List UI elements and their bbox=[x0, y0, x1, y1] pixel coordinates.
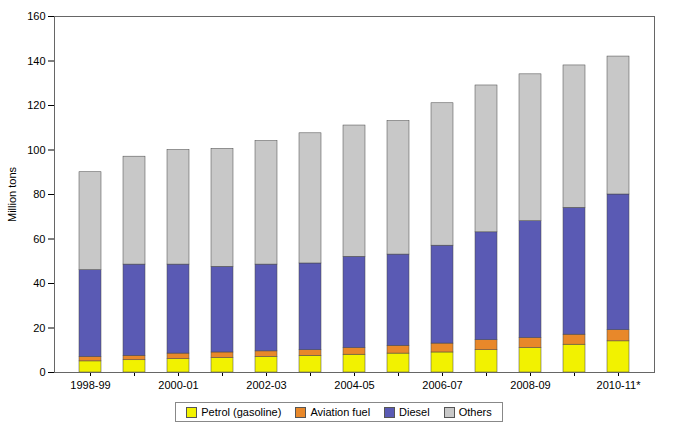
svg-text:Million tons: Million tons bbox=[6, 166, 18, 222]
svg-text:2004-05: 2004-05 bbox=[334, 379, 374, 391]
svg-text:40: 40 bbox=[33, 277, 45, 289]
svg-text:2000-01: 2000-01 bbox=[158, 379, 198, 391]
svg-text:140: 140 bbox=[27, 55, 45, 67]
svg-text:20: 20 bbox=[33, 322, 45, 334]
html-text:Diesel: Diesel bbox=[399, 406, 430, 418]
html-text:Others: Others bbox=[458, 406, 492, 418]
svg-text:160: 160 bbox=[27, 10, 45, 22]
svg-text:100: 100 bbox=[27, 144, 45, 156]
svg-text:60: 60 bbox=[33, 233, 45, 245]
svg-text:120: 120 bbox=[27, 99, 45, 111]
svg-text:80: 80 bbox=[33, 188, 45, 200]
svg-text:0: 0 bbox=[39, 366, 45, 378]
svg-text:1998-99: 1998-99 bbox=[70, 379, 110, 391]
html-text:Petrol (gasoline): Petrol (gasoline) bbox=[201, 406, 282, 418]
svg-text:2008-09: 2008-09 bbox=[510, 379, 550, 391]
svg-text:2002-03: 2002-03 bbox=[246, 379, 286, 391]
svg-text:2010-11*: 2010-11* bbox=[597, 379, 642, 391]
html-text:Aviation fuel: Aviation fuel bbox=[310, 406, 371, 418]
svg-text:2006-07: 2006-07 bbox=[422, 379, 462, 391]
